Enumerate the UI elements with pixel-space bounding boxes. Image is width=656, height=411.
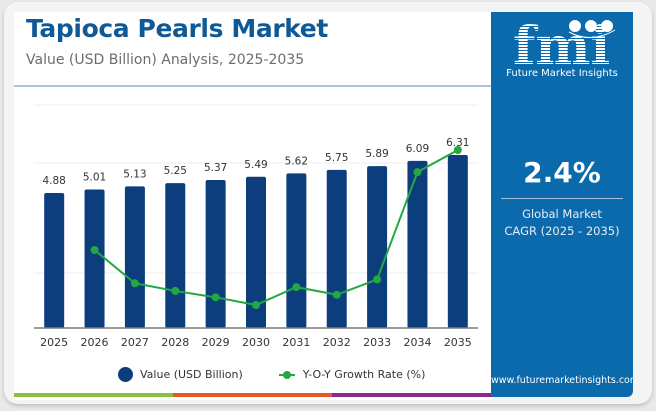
bar-value-label-2026: 5.01 [83,172,106,184]
bar-2032 [326,169,347,328]
bar-value-label-2029: 5.37 [204,162,227,174]
bar-2030 [246,176,266,328]
growth-point-2028 [171,286,180,295]
x-tick-2028: 2028 [161,336,189,349]
bar-series [44,155,468,328]
bar-value-label-2031: 5.62 [285,155,308,167]
bar-2035 [447,155,468,328]
bar-value-label-2034: 6.09 [406,143,429,155]
chart-title: Tapioca Pearls Market [26,14,328,43]
growth-point-2032 [332,290,341,299]
bar-2033 [367,166,388,328]
cagr-divider [501,198,623,199]
sidebar: fmi Future Market Insights 2.4% Global M… [491,12,633,397]
x-tick-2034: 2034 [403,336,431,349]
growth-point-2030 [252,301,260,309]
bar-value-label-2033: 5.89 [365,148,388,160]
legend-line-swatch [278,370,295,379]
x-tick-2031: 2031 [282,336,310,349]
x-tick-2030: 2030 [242,336,270,349]
growth-point-2035 [453,146,462,154]
cagr-label-line1: Global Market [522,207,602,221]
growth-point-2033 [373,275,382,284]
logo-caption: Future Market Insights [506,68,618,79]
bar-2027 [124,186,145,328]
cagr-label-line2: CAGR (2025 - 2035) [504,224,620,238]
bar-value-label-2032: 5.75 [325,152,348,164]
bar-value-label-2035: 6.31 [446,137,469,149]
globe-icon-africa [585,20,597,32]
bar-2031 [286,173,307,328]
x-tick-2035: 2035 [444,336,472,349]
globe-icon-americas [569,20,581,32]
legend-bar-swatch [118,367,133,382]
cagr-value: 2.4% [523,156,601,189]
bar-2028 [165,183,186,328]
bar-2026 [84,189,105,328]
x-tick-2032: 2032 [323,336,351,349]
growth-rate-points [90,146,462,309]
growth-point-2034 [413,168,422,177]
growth-point-2029 [211,293,220,302]
fmi-logo: fmi [513,18,616,77]
bar-value-label-2025: 4.88 [42,175,65,187]
bar-2025 [44,193,65,328]
x-tick-2029: 2029 [202,336,230,349]
bar-2029 [205,179,226,328]
bar-value-labels: 4.88 5.01 5.13 5.25 5.37 5.49 5.62 5.75 5.89 6.09… [42,137,469,187]
x-axis-ticks: 2025 2026 2027 2028 2029 2030 2031 2032 2033 2034… [40,336,472,349]
growth-point-2027 [130,279,139,288]
x-tick-2033: 2033 [363,336,391,349]
legend-bar-label: Value (USD Billion) [140,368,243,381]
cagr-label: Global Market CAGR (2025 - 2035) [491,206,633,240]
globe-icon-asia [601,20,613,32]
bar-value-label-2028: 5.25 [164,165,187,177]
x-tick-2026: 2026 [81,336,109,349]
bar-value-label-2030: 5.49 [244,159,267,171]
bottom-stripe-green [14,393,173,397]
growth-point-2026 [90,246,99,254]
bar-value-label-2027: 5.13 [123,168,146,180]
bottom-stripe-purple [332,393,491,397]
growth-rate-line [93,149,459,307]
growth-point-2031 [292,283,301,292]
chart-subtitle: Value (USD Billion) Analysis, 2025-2035 [26,52,305,68]
website-url: www.futuremarketinsights.com [491,375,633,386]
x-tick-2027: 2027 [121,336,149,349]
bar-2034 [407,160,428,328]
chart-legend: Value (USD Billion) Y-O-Y Growth Rate (%… [118,367,425,382]
x-tick-2025: 2025 [40,336,68,349]
bottom-stripe-orange [173,393,332,397]
title-divider [14,85,491,87]
legend-line-label: Y-O-Y Growth Rate (%) [302,368,426,381]
